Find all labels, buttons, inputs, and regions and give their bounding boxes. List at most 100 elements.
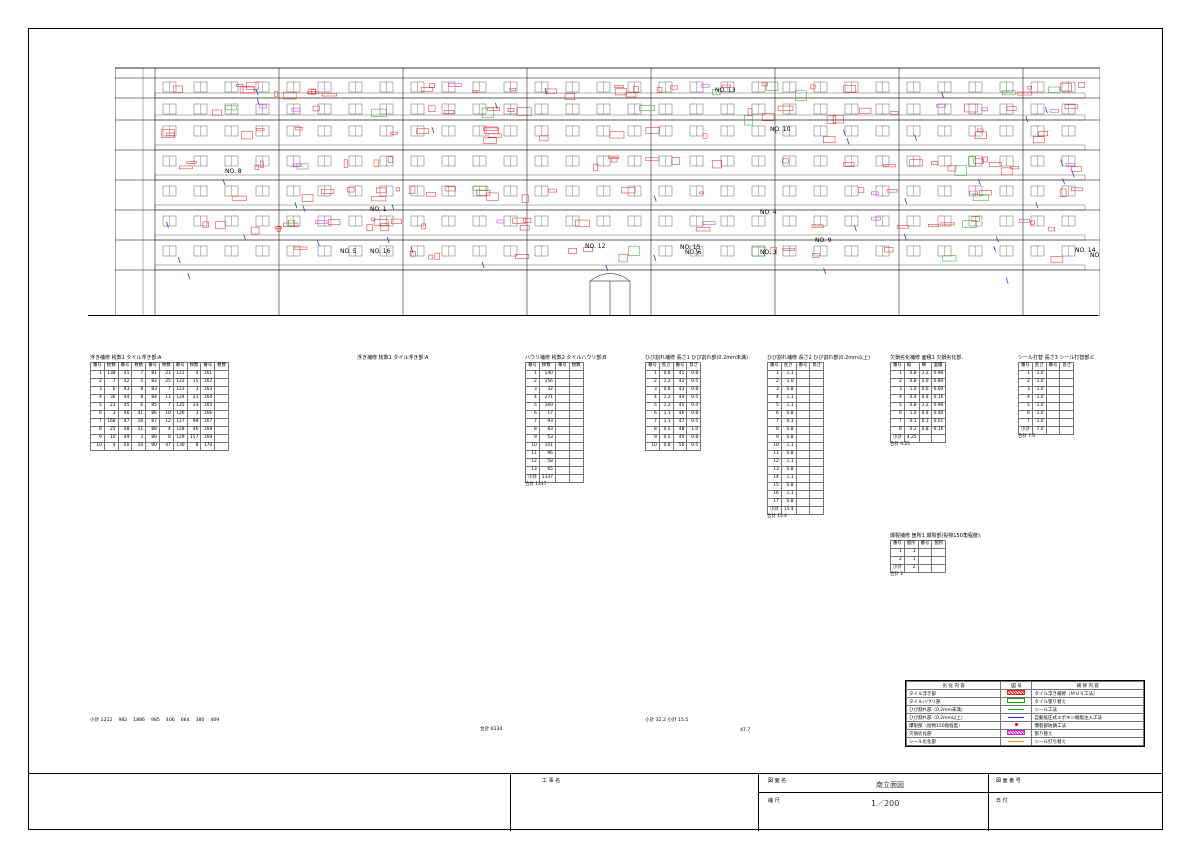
table-cell: 33	[186, 402, 202, 411]
table-row: 1 138 41 7 81 21 121 4 161	[90, 370, 229, 379]
table-row: 8 0.8	[767, 426, 825, 435]
legend-header-cell: 劣 化 内 容	[905, 681, 1002, 690]
table-cell: 0.4	[903, 394, 920, 403]
table-cell	[809, 426, 825, 435]
table-cell	[809, 498, 825, 507]
table-caption: ひび割れ補修 長さ1 ひび割れ部(0.2mm未満)	[645, 355, 748, 361]
table-cell: 165	[200, 402, 216, 411]
table-cell	[214, 442, 229, 451]
table-cell	[214, 378, 229, 387]
legend-symbol-icon	[1000, 689, 1033, 698]
header-cell: 長さ	[658, 362, 674, 371]
table-cell: 3	[767, 386, 782, 395]
table-cell: 4	[90, 394, 105, 403]
scale-value: 1／200	[871, 799, 900, 808]
table-cell: 101	[538, 442, 556, 451]
table-cell	[795, 426, 811, 435]
table-cell: 3	[131, 434, 147, 443]
table-row: 1 140	[525, 370, 584, 379]
seal-repair-table: シール打替 長さ3 シール打替部:C 番号 長さ 番号 長さ 1 1.0 2 1.0 3 1.0 4…	[1018, 355, 1095, 439]
table-cell: 16	[767, 490, 782, 499]
drawing-sheet	[28, 28, 1163, 830]
table-cell: 10	[158, 410, 174, 419]
hauri-repair-table: ハウリ補修 枚数2 タイルハウリ部:B 番号 枚数 番号 枚数 1 140 2 156 3 32 4…	[525, 355, 607, 487]
table-cell: 41	[672, 370, 688, 379]
table-cell: 6	[90, 410, 105, 419]
header-cell: 枚数	[158, 362, 174, 371]
float-repair-table: 浮き補修 枚数1 タイル浮き部:A 番号 枚数 番号 枚数 番号 枚数 番号 枚数 番号 枚数 1 1…	[90, 356, 229, 451]
table-cell: 6	[103, 386, 119, 395]
table-row: 4 1.2 44 0.5	[645, 394, 702, 403]
table-cell: 7	[158, 386, 174, 395]
table-header-row: 番号 長さ 番号 長さ	[645, 362, 702, 371]
table-cell: 7	[525, 418, 540, 427]
table-row: 6 1.0 0.4 0.40	[890, 410, 947, 419]
defect-group-label: NO. 10	[770, 126, 791, 133]
table-cell: 161	[200, 370, 216, 379]
header-cell: 番号	[117, 362, 133, 371]
table-cell	[1059, 378, 1075, 387]
table-cell: 49	[117, 434, 133, 443]
table-row: 7 0.3	[767, 418, 825, 427]
table-cell: 11	[767, 450, 782, 459]
table-cell: 0.8	[780, 498, 797, 507]
table-row: 2 156	[525, 378, 584, 387]
table-cell: 8	[131, 394, 147, 403]
table-cell: 3	[90, 386, 105, 395]
table-cell: 21	[186, 394, 202, 403]
table-cell: 0.8	[903, 378, 920, 387]
table-cell: 0.6	[658, 370, 674, 379]
table-cell: 2	[645, 378, 660, 387]
table-cell: 1.0	[686, 426, 702, 435]
table-cell: 6	[645, 410, 660, 419]
table-cell: 130	[172, 442, 188, 451]
legend-row: 爆裂部（投物150角程度） 爆裂部防錆工法	[905, 721, 1144, 730]
subtotal-row: 小計 7.0	[1018, 426, 1075, 435]
table-cell: 6	[1018, 410, 1033, 419]
table-cell	[1059, 370, 1075, 379]
table-cell: 128	[172, 426, 188, 435]
table-cell: 7	[1018, 418, 1033, 427]
header-cell: 番号	[767, 362, 782, 371]
table-cell	[795, 434, 811, 443]
table-cell: 10	[767, 442, 782, 451]
table-row: 6 17	[525, 410, 584, 419]
table-cell: 82	[145, 378, 160, 387]
table-caption: 欠損劣化補修 面積1 欠損劣化部:	[890, 355, 964, 361]
defect-group-label: NO. 1	[370, 206, 387, 213]
table-cell: 1.1	[658, 418, 674, 427]
legend-symbol-icon	[1000, 737, 1033, 746]
defect-group-label: NO. 4	[760, 209, 777, 216]
table-cell: 1	[1018, 370, 1033, 379]
table-cell: 0.96	[930, 370, 947, 379]
table-cell	[809, 482, 825, 491]
legend-repair: 自動低圧式エポキシ樹脂注入工法	[1031, 713, 1144, 722]
table-cell: 88	[145, 426, 160, 435]
table-row: 7 1.1 47 0.5	[645, 418, 702, 427]
table-cell: 7	[90, 418, 105, 427]
table-cell: 0.8	[686, 410, 702, 419]
header-cell: 長さ	[780, 362, 797, 371]
defect-group-label: NO. 5	[340, 248, 357, 255]
table-caption: ハウリ補修 枚数2 タイルハウリ部:B	[525, 355, 607, 361]
table-row: 1 0.8 1.2 0.96	[890, 370, 947, 379]
table-cell	[1045, 410, 1061, 419]
table-cell: 123	[172, 386, 188, 395]
table-row: 8 83	[525, 426, 584, 435]
table-cell	[568, 434, 584, 443]
legend-header-cell: 図 号	[1000, 681, 1033, 690]
float-subtotal: 1212	[100, 718, 113, 723]
table-cell	[809, 474, 825, 483]
table-cell: 0.8	[686, 386, 702, 395]
table-cell: 46	[672, 410, 688, 419]
legend-defect: タイル浮き部	[905, 689, 1002, 698]
table-cell: 23	[103, 402, 119, 411]
table-cell	[568, 426, 584, 435]
table-cell	[214, 394, 229, 403]
table-cell: 5	[90, 402, 105, 411]
project-name-label: 工 事 名	[542, 778, 561, 784]
table-cell	[568, 402, 584, 411]
table-cell	[1045, 402, 1061, 411]
table-cell: 0.8	[780, 386, 797, 395]
